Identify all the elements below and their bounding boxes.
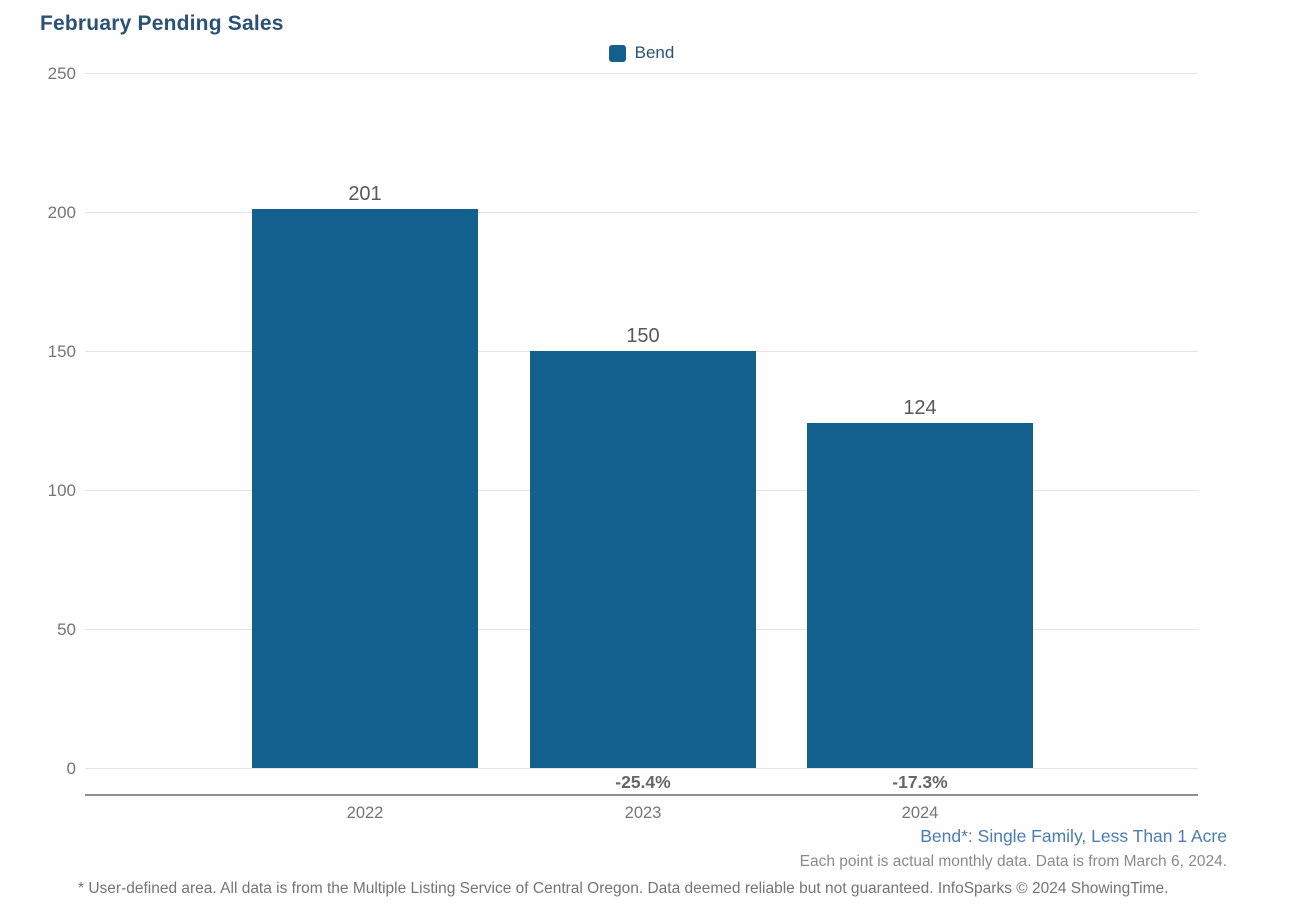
y-tick-label-100: 100	[47, 481, 76, 500]
x-axis-label-2024: 2024	[901, 804, 939, 822]
chart-title: February Pending Sales	[40, 12, 284, 35]
x-axis-label-2022: 2022	[346, 804, 384, 822]
y-tick-label-0: 0	[66, 759, 76, 778]
legend-swatch-icon	[608, 44, 626, 62]
data-source-note: Each point is actual monthly data. Data …	[799, 853, 1227, 870]
y-tick-label-50: 50	[57, 620, 76, 639]
x-axis-label-2023: 2023	[624, 804, 662, 822]
bar-value-label-2024: 124	[903, 397, 937, 420]
gridline-0	[85, 768, 1198, 769]
y-tick-label-150: 150	[47, 342, 76, 361]
legend: Bend	[85, 43, 1198, 63]
y-tick-label-250: 250	[47, 64, 76, 83]
y-tick-label-200: 200	[47, 203, 76, 222]
bar-value-label-2022: 201	[348, 183, 382, 206]
footer-disclaimer: * User-defined area. All data is from th…	[78, 880, 1169, 897]
bar-2024[interactable]	[807, 423, 1033, 768]
series-definition-note: Bend*: Single Family, Less Than 1 Acre	[920, 826, 1227, 846]
legend-item-bend[interactable]: Bend	[608, 43, 675, 63]
legend-label: Bend	[634, 43, 675, 62]
bar-value-label-2023: 150	[626, 325, 660, 347]
gridline-250	[85, 73, 1198, 74]
gridline-200	[85, 212, 1198, 213]
bar-2022[interactable]	[252, 209, 478, 768]
bar-2023[interactable]	[530, 351, 756, 768]
pct-change-label-2024: -17.3%	[892, 772, 948, 792]
x-axis-line	[85, 794, 1198, 796]
pct-change-label-2023: -25.4%	[615, 772, 671, 792]
